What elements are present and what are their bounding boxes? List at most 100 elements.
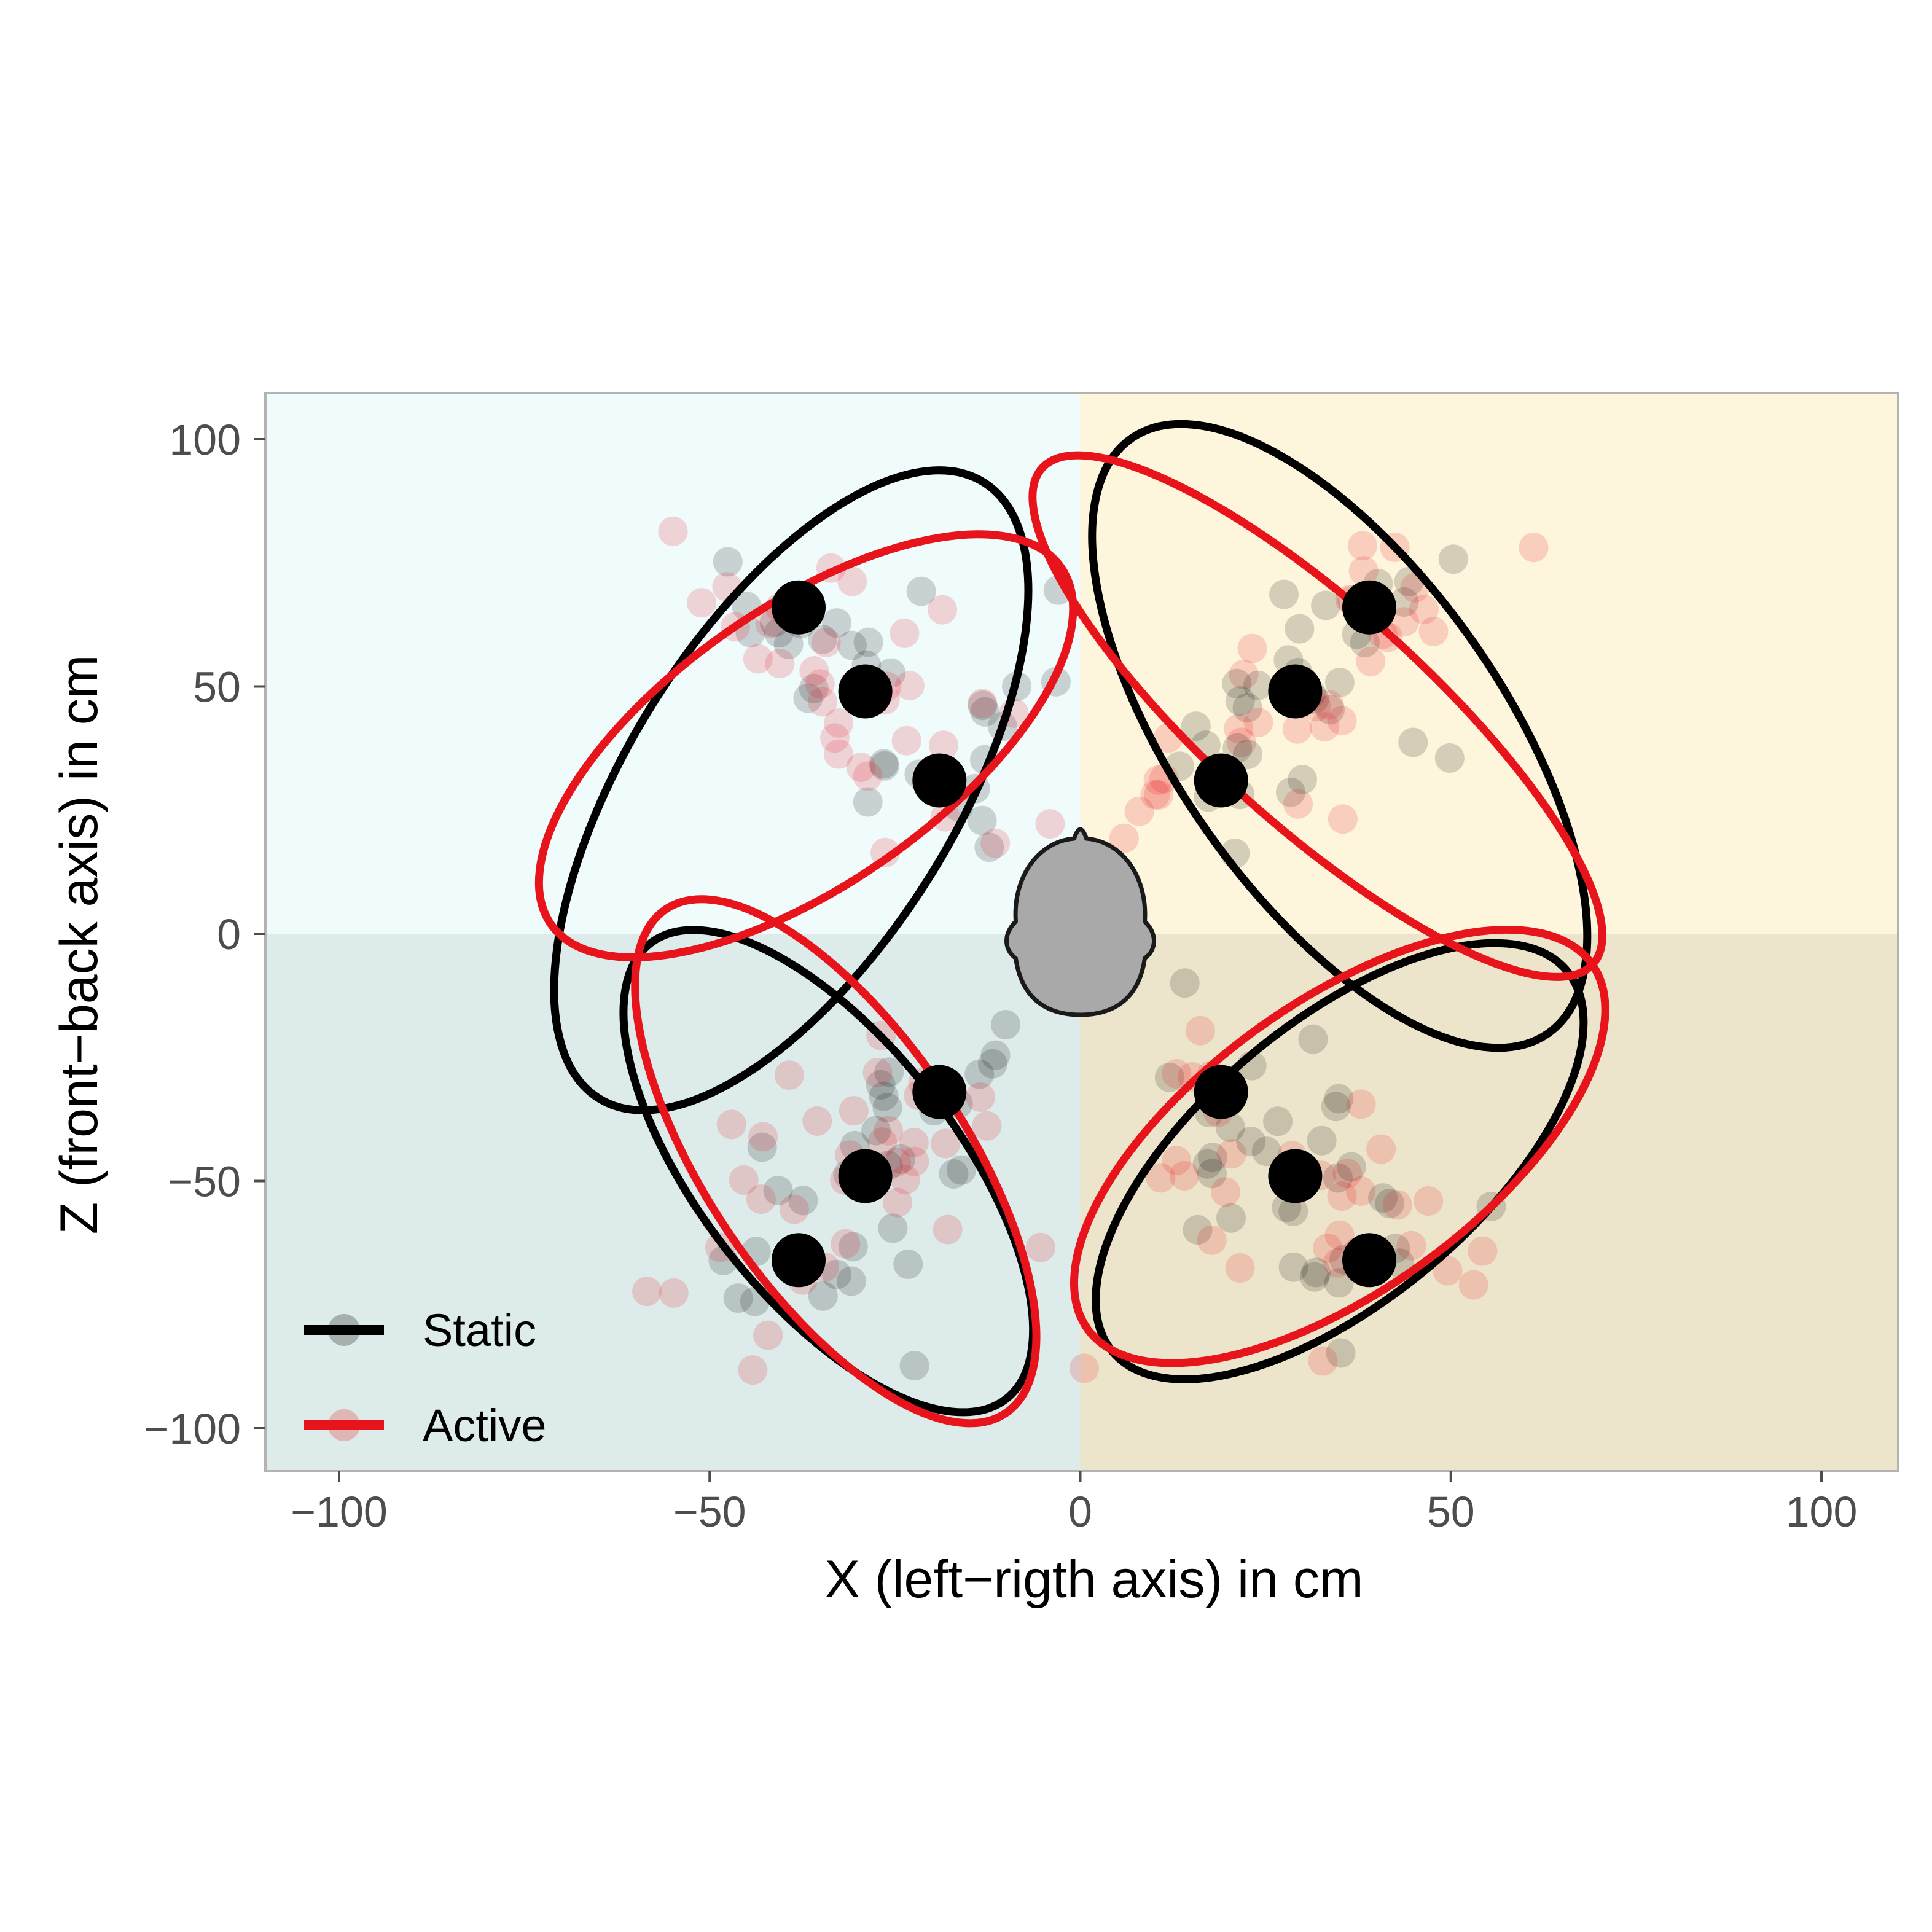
- response-point: [967, 805, 997, 835]
- target-point: [1342, 580, 1396, 635]
- target-point: [1268, 664, 1323, 719]
- response-point: [1323, 1163, 1353, 1193]
- response-point: [974, 832, 1004, 862]
- target-point: [772, 580, 826, 635]
- x-axis-title: X (left−rigth axis) in cm: [825, 1550, 1364, 1609]
- response-point: [1285, 614, 1315, 644]
- response-point: [805, 669, 835, 699]
- response-point: [1382, 1190, 1412, 1220]
- response-point: [1328, 804, 1358, 834]
- response-point: [893, 1249, 923, 1279]
- quadrant-top-left: [265, 393, 1081, 934]
- legend: Static Active: [304, 1305, 547, 1451]
- response-point: [970, 697, 1000, 727]
- quadrant-bottom-left: [265, 934, 1081, 1471]
- response-point: [1035, 809, 1065, 839]
- response-point: [869, 1081, 899, 1111]
- response-point: [1310, 712, 1340, 742]
- response-point: [853, 761, 883, 791]
- legend-item-active: Active: [304, 1400, 547, 1451]
- response-point: [1324, 1220, 1355, 1250]
- response-point: [1315, 695, 1345, 725]
- y-tick-label: −100: [144, 1405, 241, 1453]
- response-point: [763, 1176, 793, 1205]
- response-point: [1124, 796, 1154, 826]
- ellipse-static: [1088, 420, 1592, 1052]
- response-point: [1398, 727, 1428, 757]
- response-point: [632, 1277, 662, 1307]
- response-point: [1366, 1134, 1396, 1164]
- response-point: [753, 1320, 783, 1350]
- response-point: [869, 751, 899, 781]
- response-point: [899, 1351, 929, 1381]
- response-point: [1299, 1262, 1329, 1292]
- response-point: [811, 628, 841, 657]
- response-point: [928, 595, 958, 625]
- response-point: [861, 1116, 891, 1146]
- y-tick-label: −50: [168, 1158, 241, 1206]
- response-point: [899, 1146, 929, 1176]
- response-point: [1350, 628, 1380, 658]
- response-point: [1222, 668, 1252, 698]
- head-silhouette: [1004, 827, 1156, 1017]
- response-point: [977, 1049, 1007, 1079]
- response-point: [1321, 1092, 1351, 1122]
- response-point: [1109, 823, 1139, 853]
- response-point: [799, 656, 829, 686]
- target-point: [1194, 1065, 1248, 1119]
- response-point: [1346, 1176, 1376, 1206]
- response-point: [1181, 711, 1211, 741]
- x-tick-label: −50: [673, 1488, 746, 1536]
- response-point: [824, 739, 853, 769]
- response-point: [1211, 1177, 1240, 1207]
- response-point: [853, 787, 883, 817]
- x-tick-label: 50: [1427, 1488, 1475, 1536]
- target-point: [1342, 1233, 1396, 1288]
- response-point: [878, 1213, 908, 1243]
- response-point: [964, 1059, 995, 1089]
- response-point: [1282, 714, 1312, 744]
- response-point: [1229, 659, 1259, 689]
- response-point: [1216, 1139, 1246, 1169]
- response-point: [1243, 670, 1273, 700]
- ellipse-active: [534, 530, 1077, 961]
- response-point: [899, 1127, 929, 1157]
- response-point: [1225, 1253, 1255, 1283]
- response-point: [1269, 579, 1299, 609]
- response-point: [765, 649, 795, 679]
- response-point: [1236, 1127, 1266, 1157]
- response-point: [773, 629, 804, 659]
- response-point: [836, 1266, 866, 1296]
- response-point: [1140, 780, 1170, 810]
- response-point: [1311, 590, 1341, 620]
- response-point: [929, 730, 958, 761]
- response-point: [933, 1214, 963, 1245]
- response-point: [1154, 1062, 1184, 1092]
- y-axis-title: Z (front−back axis) in cm: [50, 655, 109, 1235]
- response-point: [1414, 1186, 1444, 1216]
- response-point: [1396, 1230, 1426, 1261]
- response-point: [1170, 1161, 1199, 1191]
- response-point: [743, 644, 773, 674]
- response-point: [788, 1186, 818, 1216]
- response-point: [1327, 706, 1357, 736]
- response-point: [822, 1259, 851, 1289]
- y-axis-ticks: 100 50 0 −50 −100: [144, 416, 265, 1453]
- response-point: [846, 753, 876, 783]
- plot-area: [534, 420, 1609, 1428]
- response-point: [837, 630, 867, 660]
- x-axis-ticks: −100 −50 0 50 100: [291, 1471, 1857, 1536]
- response-point: [1144, 780, 1174, 810]
- response-point: [906, 576, 936, 606]
- response-point: [894, 671, 925, 701]
- response-point: [874, 1057, 904, 1087]
- response-point: [1314, 690, 1344, 720]
- target-point: [772, 1233, 826, 1288]
- response-point: [966, 1082, 995, 1112]
- response-point: [1215, 1113, 1245, 1143]
- response-point: [1232, 693, 1262, 723]
- response-point: [886, 1144, 916, 1174]
- response-point: [1308, 1346, 1338, 1376]
- response-point: [1069, 1353, 1099, 1383]
